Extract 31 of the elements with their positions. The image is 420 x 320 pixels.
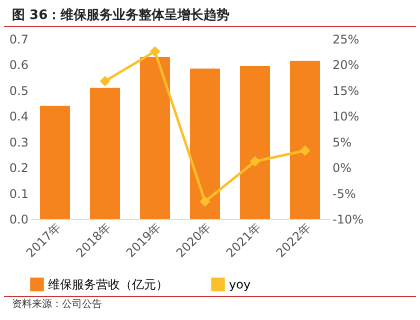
text: 资料来源：公司公告 <box>4 296 416 311</box>
bar <box>40 106 70 219</box>
point <box>150 46 160 57</box>
y-tick-label: 0.0 <box>9 212 28 226</box>
y-tick-label: 0.7 <box>9 32 28 46</box>
y2-tick-label: 10% <box>332 110 360 124</box>
y-tick-label: 0.5 <box>9 84 28 98</box>
point <box>200 196 210 207</box>
bar <box>290 60 320 219</box>
legend-label: yoy <box>229 277 251 292</box>
bar <box>240 66 270 219</box>
chart-title: 图 36：维保服务业务整体呈增长趋势 <box>4 0 416 27</box>
y-tick-label: 0.1 <box>9 186 28 201</box>
point <box>300 145 310 156</box>
bar <box>90 88 120 219</box>
y2-tick-label: 25% <box>332 32 360 46</box>
y2-tick-label: -10% <box>332 212 364 226</box>
y-tick-label: 0.2 <box>9 161 28 176</box>
legend-label: 维保服务营收（亿元） <box>48 277 168 292</box>
y2-tick-label: 0% <box>332 161 352 176</box>
bar <box>140 57 170 219</box>
bar <box>190 68 220 219</box>
y2-tick-label: 20% <box>332 58 360 72</box>
point <box>250 156 260 167</box>
y-tick-label: 0.4 <box>9 110 28 124</box>
y2-tick-label: -5% <box>332 186 356 201</box>
y-tick-label: 0.6 <box>9 58 28 72</box>
y-tick-label: 0.3 <box>9 135 28 150</box>
y2-tick-label: 15% <box>332 84 360 98</box>
y2-tick-label: 5% <box>332 135 352 150</box>
point <box>100 76 110 86</box>
